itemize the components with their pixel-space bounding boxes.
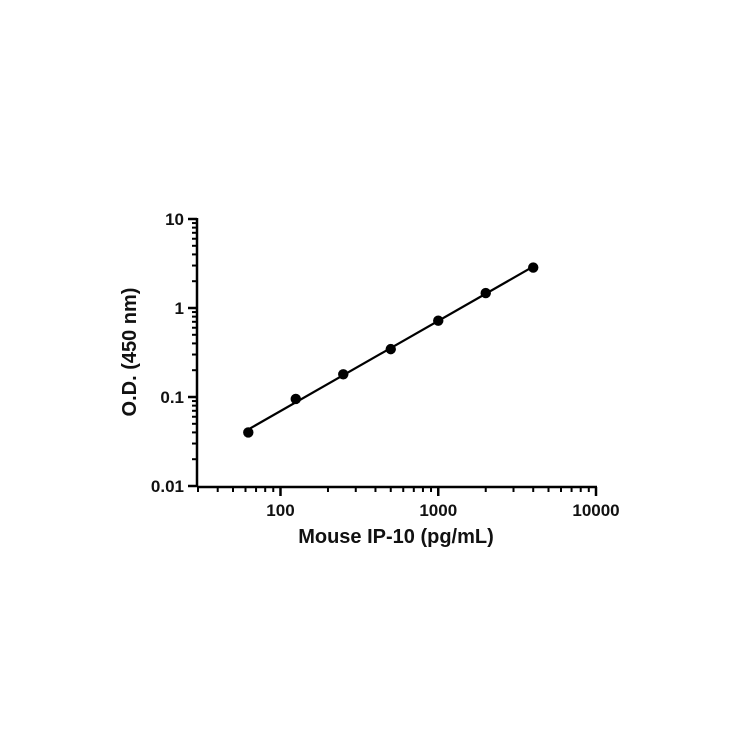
axes [188,217,598,496]
data-point [385,343,396,355]
x-axis-title: Mouse IP-10 (pg/mL) [298,526,494,548]
data-point [480,287,491,299]
y-axis-title: O.D. (450 nm) [119,288,141,417]
data-points [243,262,539,438]
y-tick-label: 0.01 [151,477,184,496]
data-point [528,262,539,273]
data-point [433,315,444,326]
x-tick-label: 1000 [419,501,457,520]
x-tick-label: 10000 [572,501,619,520]
data-point [243,427,254,438]
data-point [338,369,349,380]
data-point [290,393,301,405]
y-tick-label: 1 [175,299,184,318]
x-tick-label: 100 [266,501,294,520]
y-tick-label: 10 [165,210,184,229]
y-tick-label: 0.1 [160,388,184,407]
tick-labels: 0.01 0.1 1 10 100 1000 10000 [151,210,620,520]
